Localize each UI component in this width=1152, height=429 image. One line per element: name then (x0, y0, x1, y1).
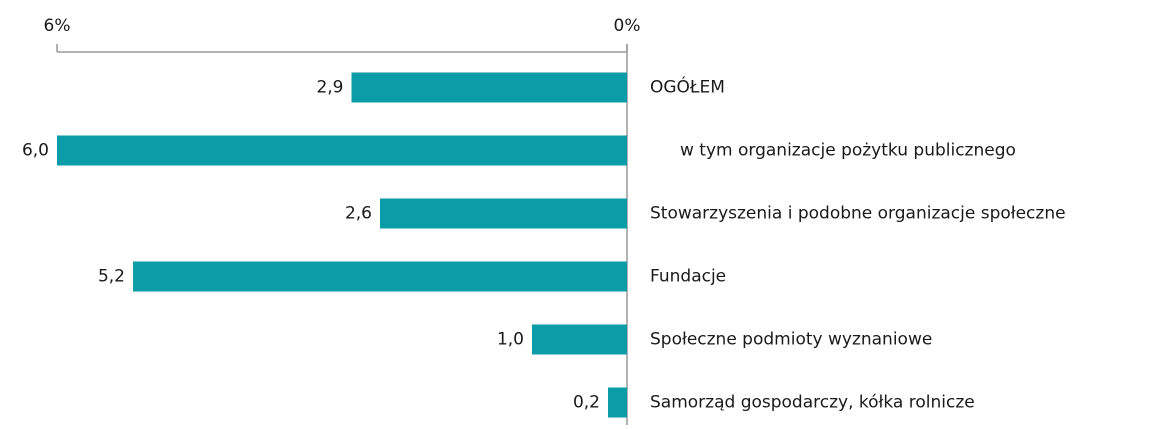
bar (608, 387, 627, 418)
category-label: Fundacje (650, 267, 726, 287)
value-label: 6,0 (22, 141, 49, 161)
category-label: w tym organizacje pożytku publicznego (680, 141, 1016, 161)
category-label: Społeczne podmioty wyznaniowe (650, 330, 932, 350)
x-tick-label: 6% (44, 16, 71, 36)
value-label: 5,2 (98, 267, 125, 287)
bar (380, 198, 627, 229)
bar (532, 324, 627, 355)
value-label: 0,2 (573, 393, 600, 413)
value-label: 2,9 (316, 78, 343, 98)
bar (133, 261, 627, 292)
bar (57, 135, 627, 166)
value-label: 1,0 (497, 330, 524, 350)
category-label: Samorząd gospodarczy, kółka rolnicze (650, 393, 975, 413)
value-label: 2,6 (345, 204, 372, 224)
category-label: Stowarzyszenia i podobne organizacje spo… (650, 204, 1066, 224)
bar (351, 72, 627, 103)
x-tick-label: 0% (614, 16, 641, 36)
category-label: OGÓŁEM (650, 76, 725, 98)
